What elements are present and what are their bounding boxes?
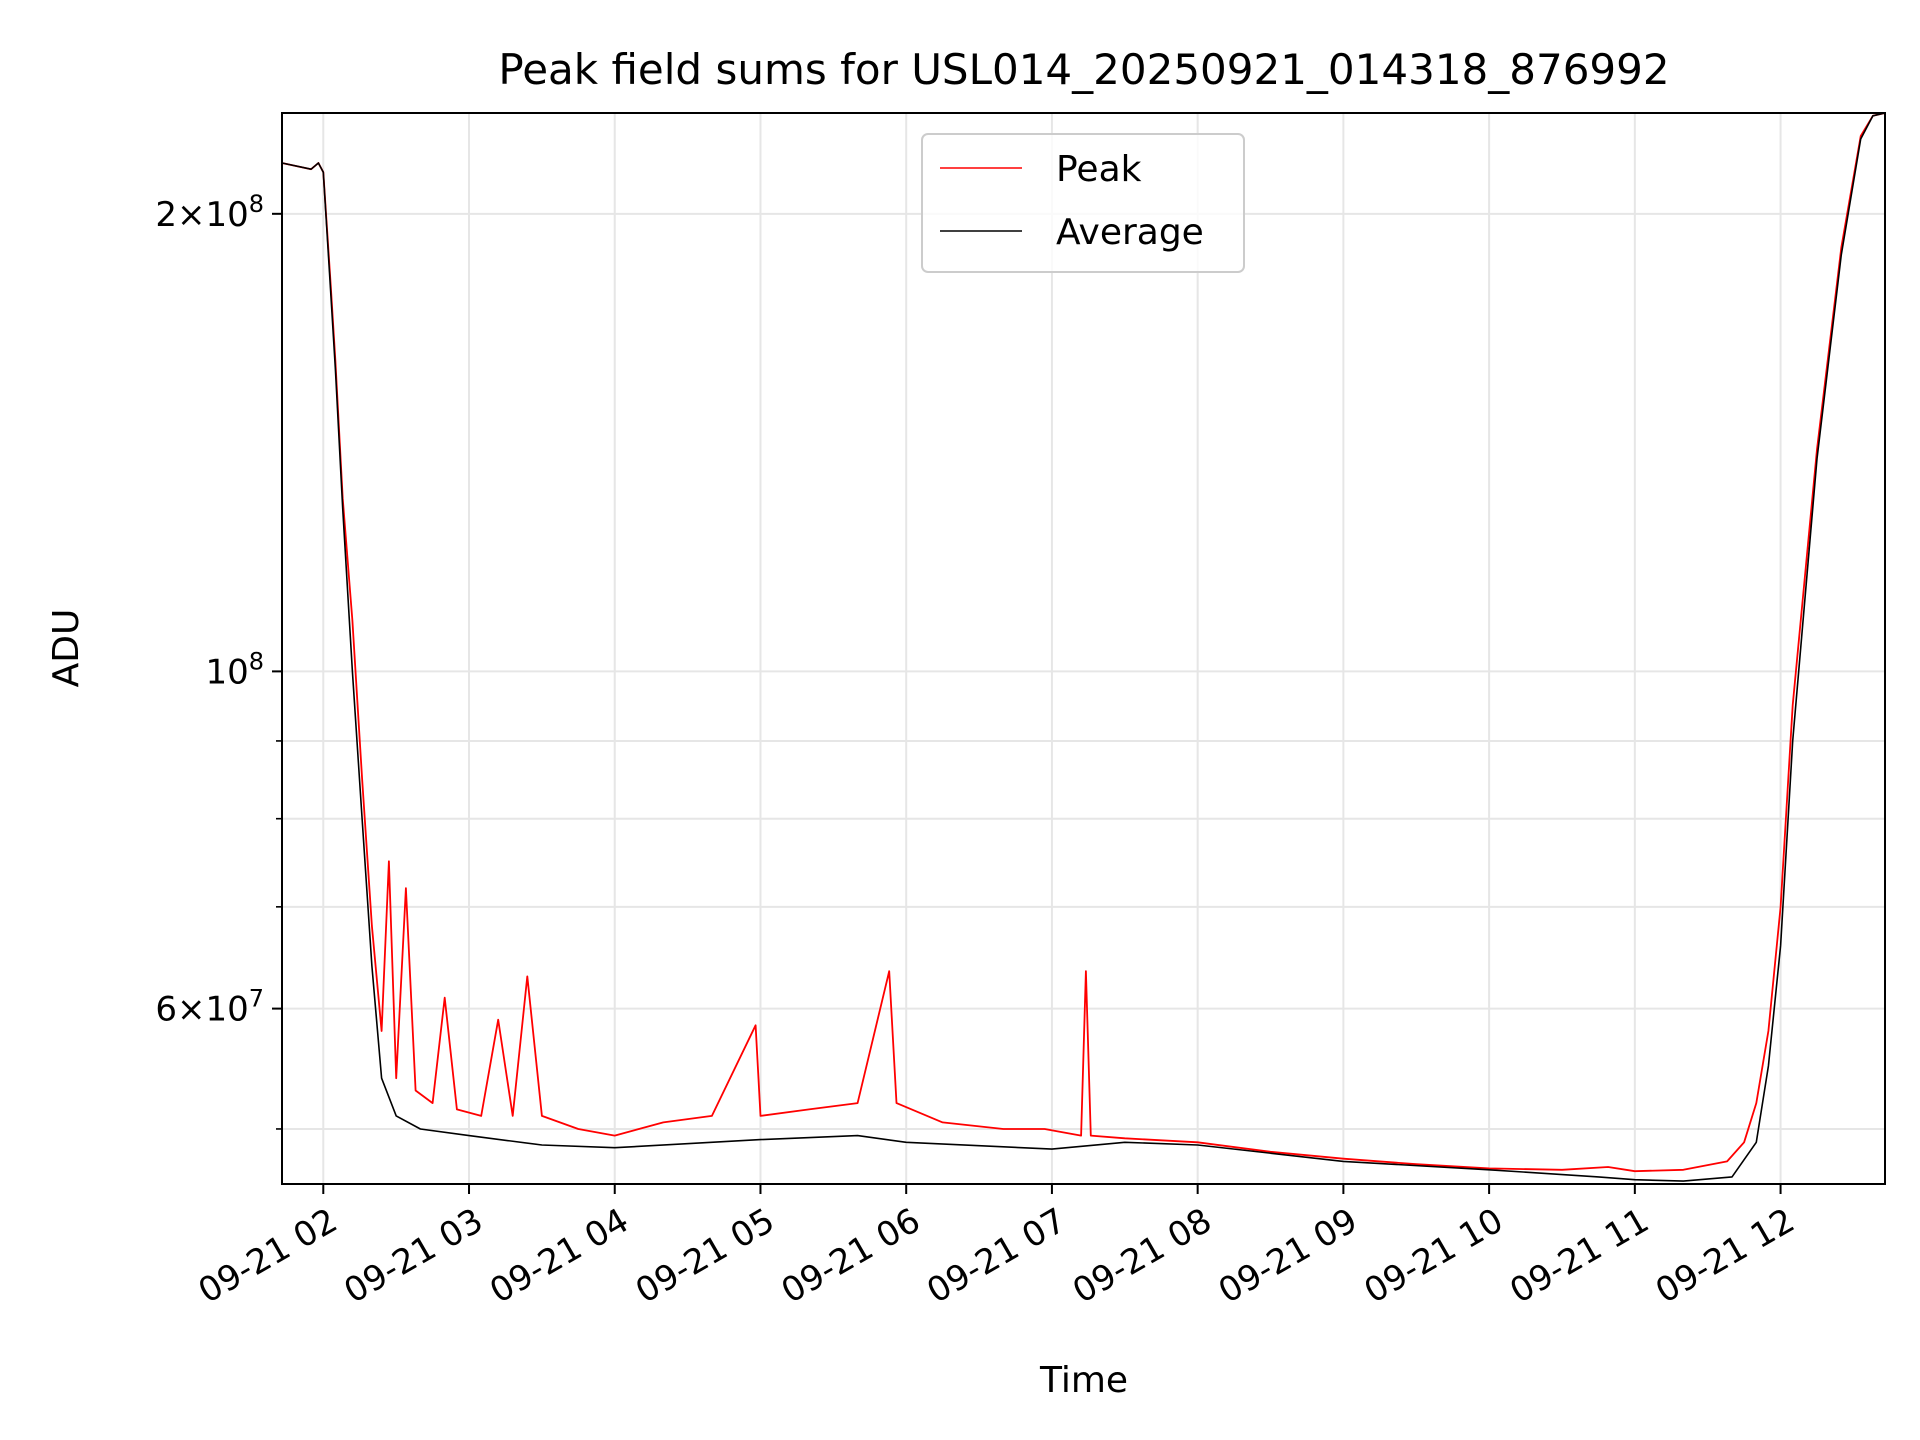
grid (282, 113, 1885, 1184)
y-tick-label: 2×108 (155, 190, 264, 235)
chart-title: Peak field sums for USL014_20250921_0143… (498, 45, 1669, 94)
y-axis-label: ADU (46, 609, 87, 688)
y-tick-label: 108 (205, 647, 264, 692)
y-axis-ticks: 6×107 108 2×108 (155, 190, 282, 1130)
y-tick-label: 6×107 (155, 985, 264, 1030)
series-layer (281, 112, 1886, 1182)
series-line-peak (281, 112, 1886, 1173)
x-axis-label: Time (1039, 1360, 1128, 1401)
legend-label-peak: Peak (1056, 149, 1142, 190)
legend: Peak Average (921, 133, 1245, 273)
series-line-average (281, 112, 1886, 1182)
legend-label-average: Average (1056, 212, 1204, 253)
plot-frame (281, 112, 1886, 1185)
